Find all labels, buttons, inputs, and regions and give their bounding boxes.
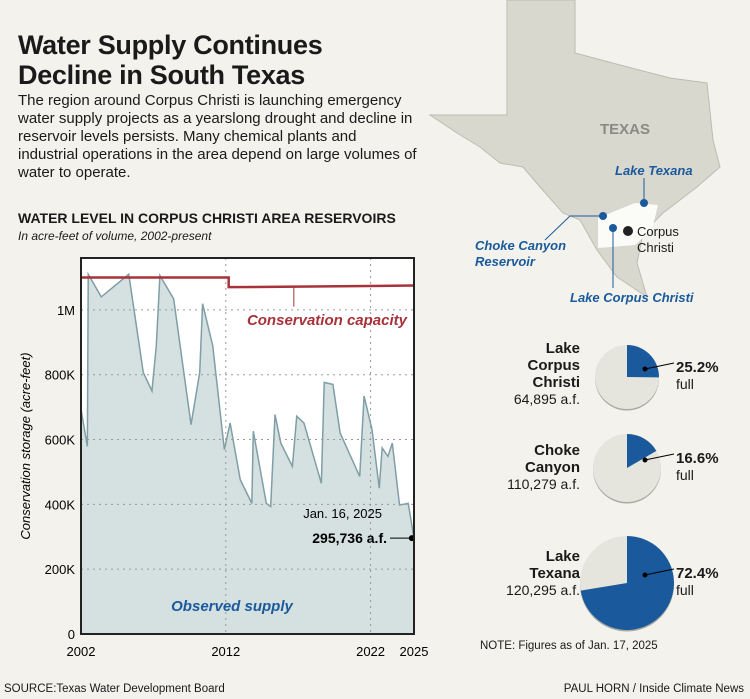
- label-reservoir: Reservoir: [475, 254, 536, 269]
- percent-full: 16.6% full: [676, 450, 719, 484]
- pie-chart: [580, 536, 674, 632]
- reservoir-label: Choke Canyon 110,279 a.f.: [507, 442, 580, 493]
- supply-line: [80, 271, 415, 539]
- chart-title: WATER LEVEL IN CORPUS CHRISTI AREA RESER…: [18, 210, 396, 226]
- area-chart: 0 200K 400K 600K 800K 1M 2002 2012 2022 2025 Conse…: [18, 257, 429, 659]
- reservoir-volume: 64,895 a.f.: [513, 391, 580, 407]
- percent-value: 72.4%: [676, 565, 719, 582]
- plot-frame: [80, 257, 415, 635]
- reservoir-label: Lake Corpus Christi 64,895 a.f.: [514, 340, 580, 408]
- x-tick-label: 2022: [356, 644, 385, 659]
- y-tick-label: 0: [68, 627, 75, 642]
- y-tick-label: 800K: [45, 368, 76, 383]
- reservoir-volume: 110,279 a.f.: [507, 476, 580, 492]
- y-tick-label: 200K: [45, 562, 76, 577]
- intro-text: The region around Corpus Christi is laun…: [18, 92, 417, 181]
- reservoir-label: Lake Texana 120,295 a.f.: [506, 548, 580, 599]
- pie-leader: [642, 362, 675, 372]
- reservoir-name: Lake: [545, 340, 580, 357]
- y-tick-label: 600K: [45, 433, 76, 448]
- choke-canyon-marker: [599, 212, 607, 220]
- full-label: full: [676, 467, 694, 483]
- capacity-label: Conservation capacity: [247, 312, 408, 329]
- reservoir-volume: 120,295 a.f.: [506, 582, 580, 598]
- pie-chart: [593, 434, 661, 504]
- x-tick-label: 2002: [67, 644, 96, 659]
- source: SOURCE:Texas Water Development Board: [4, 683, 225, 695]
- capacity-line: [81, 276, 415, 289]
- pie-leader: [642, 453, 675, 463]
- map-state-label: TEXAS: [600, 121, 650, 138]
- label-lake-texana: Lake Texana: [615, 163, 693, 178]
- supply-label: Observed supply: [171, 598, 293, 615]
- label-choke-canyon: Choke Canyon: [475, 238, 566, 253]
- y-tick-label: 400K: [45, 497, 76, 512]
- page-title: Water Supply Continues Decline in South …: [18, 30, 323, 90]
- credit: PAUL HORN / Inside Climate News: [563, 683, 744, 695]
- reservoir-name: Christi: [532, 374, 580, 391]
- chart-subtitle: In acre-feet of volume, 2002-present: [18, 229, 212, 243]
- reservoir-name: Canyon: [524, 459, 580, 476]
- pie-filled-slice: [580, 536, 674, 630]
- latest-value: 295,736 a.f.: [312, 530, 387, 546]
- full-label: full: [676, 376, 694, 392]
- lake-corpus-christi-marker: [609, 224, 617, 232]
- percent-value: 16.6%: [676, 450, 719, 467]
- corpus-christi-marker: [623, 226, 633, 236]
- label-lake-corpus-christi: Lake Corpus Christi: [570, 290, 694, 305]
- reservoir-name: Corpus: [527, 357, 581, 374]
- percent-value: 25.2%: [676, 359, 719, 376]
- x-tick-label: 2012: [211, 644, 240, 659]
- latest-date: Jan. 16, 2025: [303, 506, 382, 521]
- percent-full: 72.4% full: [676, 565, 719, 599]
- label-corpus: Corpus: [637, 224, 679, 239]
- full-label: full: [676, 582, 694, 598]
- pie-leader: [642, 568, 675, 578]
- percent-full: 25.2% full: [676, 359, 719, 393]
- texas-shape: [428, 0, 721, 299]
- reservoir-name: Texana: [529, 565, 580, 582]
- reservoir-name: Lake: [545, 548, 580, 565]
- pie-chart: [595, 345, 659, 411]
- pie-filled-slice: [627, 345, 659, 378]
- texas-map: TEXAS Lake Texana Choke Canyon Reservoir…: [428, 0, 721, 305]
- y-axis-label: Conservation storage (acre-feet): [18, 352, 33, 539]
- x-tick-label: 2025: [400, 644, 429, 659]
- pie-filled-slice: [627, 434, 657, 468]
- label-christi: Christi: [637, 240, 674, 255]
- supply-area: [81, 274, 414, 634]
- reservoir-name: Choke: [534, 442, 580, 459]
- y-tick-label: 1M: [57, 303, 75, 318]
- lake-texana-marker: [640, 199, 648, 207]
- note: NOTE: Figures as of Jan. 17, 2025: [480, 640, 658, 652]
